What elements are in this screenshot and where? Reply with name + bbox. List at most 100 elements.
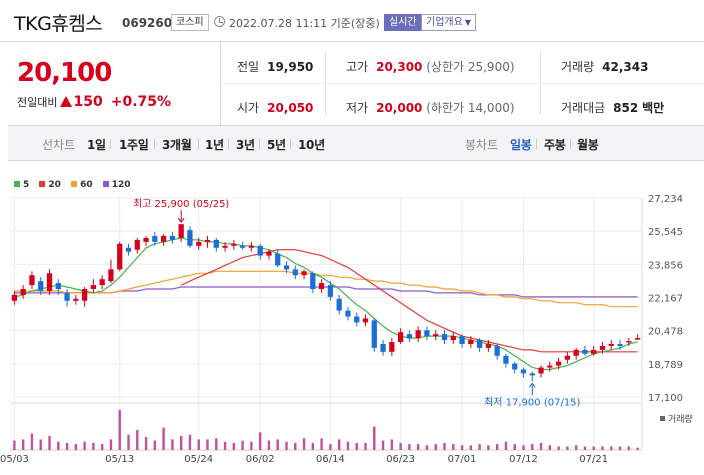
candle-body (424, 330, 430, 337)
chevron-down-icon: ▼ (464, 18, 471, 27)
volume-bar (100, 444, 104, 450)
stats-panel: 전일 19,950 시가 20,050 고가 20,300 (상한가 25,900) … (222, 42, 704, 125)
y-tick-label: 18,789 (648, 360, 683, 371)
stat-label: 고가 (346, 60, 369, 74)
volume-bar (144, 437, 148, 450)
volume-bar (162, 427, 165, 450)
period-1d[interactable]: 1일 (87, 138, 106, 152)
period-10y[interactable]: 10년 (298, 138, 325, 152)
company-overview-button[interactable]: 기업개요 ▼ (421, 14, 476, 31)
legend-label: 20 (48, 180, 61, 190)
candle-chart-label: 봉차트 (465, 138, 499, 152)
candle-body (608, 343, 614, 346)
stat-value: 20,000 (376, 101, 423, 115)
period-1w[interactable]: 1주일 (119, 138, 149, 152)
candle-body (617, 343, 623, 346)
candle-body (441, 334, 448, 341)
chart-legend: 5 20 60 120 (14, 180, 138, 190)
candle-body (450, 336, 456, 341)
volume-bar (223, 441, 227, 450)
divider (536, 139, 537, 149)
volume-bar (65, 442, 69, 450)
period-3y[interactable]: 3년 (236, 138, 255, 152)
candle-monthly[interactable]: 월봉 (577, 138, 599, 152)
candle-body (169, 235, 176, 240)
candle-daily[interactable]: 일봉 (510, 138, 532, 152)
volume-bar (601, 446, 604, 450)
price-change: 전일대비 150 +0.75% (17, 94, 171, 110)
volume-bar (188, 434, 192, 450)
volume-bar (320, 438, 323, 450)
volume-bar (627, 446, 631, 450)
candle-body (143, 237, 149, 242)
volume-bar (408, 444, 411, 450)
volume-bar (329, 444, 332, 450)
candle-body (529, 373, 535, 376)
candle-weekly[interactable]: 주봉 (544, 138, 566, 152)
x-tick-label: 06/02 (246, 454, 275, 465)
x-tick-label: 06/14 (316, 454, 345, 465)
x-tick-label: 05/24 (184, 454, 213, 465)
legend-ma20: 20 (39, 180, 61, 190)
candle-body (494, 345, 500, 356)
y-tick-label: 23,856 (648, 260, 683, 271)
candle-body (20, 288, 26, 295)
realtime-button[interactable]: 실시간 (384, 14, 422, 31)
candle-body (73, 298, 79, 301)
x-tick-label: 05/03 (0, 454, 29, 465)
candle-body (538, 367, 544, 374)
volume-bar (610, 446, 613, 450)
legend-swatch (71, 181, 78, 187)
volume-bar (381, 440, 385, 450)
stat-high: 고가 20,300 (상한가 25,900) (346, 58, 515, 75)
volume-bar (171, 439, 174, 450)
legend-ma5: 5 (14, 180, 29, 190)
candle-body (222, 245, 228, 248)
candle-body (81, 288, 88, 301)
volume-label: 거래량 (668, 413, 693, 425)
company-overview-label: 기업개요 (426, 17, 463, 28)
candle-body (283, 265, 290, 270)
candle-body (397, 332, 404, 343)
divider (110, 139, 111, 149)
candle-body (117, 243, 123, 270)
stock-chart[interactable]: 27,234 25,545 23,856 22,167 20,478 18,789 17,1… (0, 190, 704, 475)
candle-body (591, 349, 597, 354)
volume-bar (495, 444, 499, 450)
volume-bar (460, 445, 464, 450)
high-arrow-icon (177, 217, 185, 224)
candle-body (90, 285, 97, 289)
x-tick-label: 06/23 (386, 454, 415, 465)
candle-body (108, 269, 114, 282)
candle-body (520, 369, 527, 374)
volume-bar (92, 442, 95, 450)
candle-body (160, 235, 167, 242)
candle-body (476, 340, 483, 348)
divider (154, 139, 155, 149)
y-tick-label: 27,234 (648, 194, 683, 205)
candle-body (38, 281, 44, 291)
volume-bar (487, 445, 490, 450)
volume-bar (276, 439, 279, 450)
period-1y[interactable]: 1년 (205, 138, 224, 152)
period-toolbar: 선차트 1일 1주일 3개월 1년 3년 5년 10년 봉차트 일봉 주봉 월봉 (8, 125, 704, 161)
candle-body (125, 247, 132, 252)
volume-bar (452, 444, 455, 450)
volume-bar (118, 410, 121, 450)
candle-body (555, 361, 562, 366)
stat-label: 거래량 (561, 60, 595, 74)
candle-body (626, 341, 632, 343)
stat-low: 저가 20,000 (하한가 14,000) (346, 99, 515, 116)
volume-bar (241, 440, 244, 450)
volume-bar (74, 444, 78, 450)
period-3m[interactable]: 3개월 (162, 138, 192, 152)
volume-bar (531, 444, 534, 450)
period-5y[interactable]: 5년 (267, 138, 286, 152)
candle-body (99, 279, 105, 286)
divider (259, 139, 260, 149)
candle-body (582, 349, 588, 354)
x-tick-label: 07/12 (509, 454, 538, 465)
candle-body (564, 355, 571, 360)
legend-label: 60 (80, 180, 93, 190)
candle-body (266, 251, 272, 256)
